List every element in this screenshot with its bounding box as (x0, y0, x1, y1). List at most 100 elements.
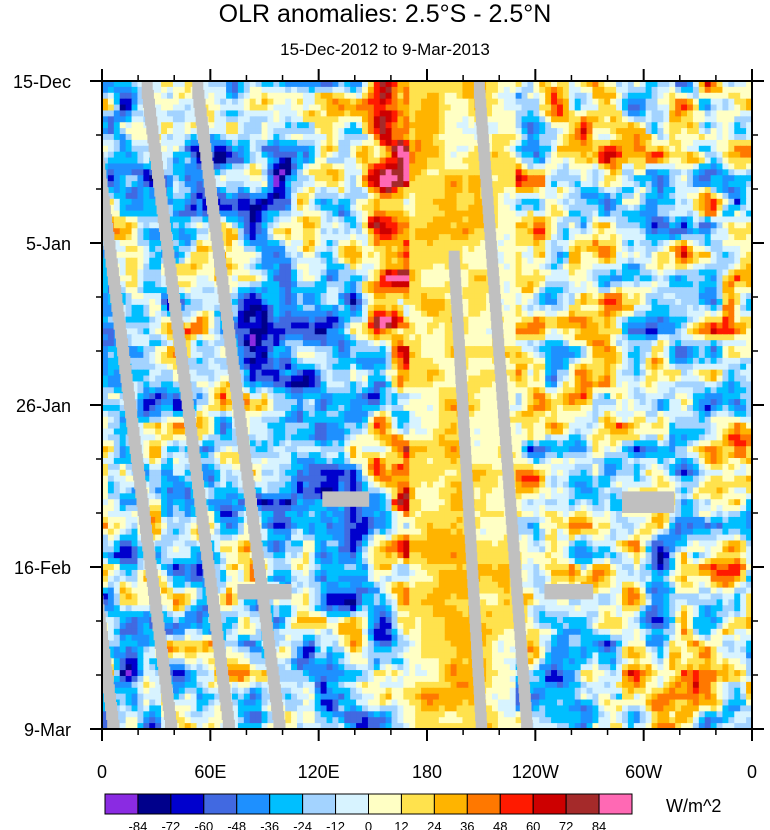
field-cell (125, 287, 133, 294)
field-cell (716, 122, 724, 129)
field-cell (362, 328, 369, 335)
field-cell (716, 163, 724, 170)
field-cell (143, 204, 150, 212)
field-cell (415, 240, 422, 247)
field-cell (149, 322, 156, 330)
field-cell (167, 328, 174, 335)
field-cell (509, 151, 517, 159)
field-cell (332, 92, 339, 100)
field-cell (710, 228, 718, 235)
field-cell (592, 86, 599, 94)
field-cell (616, 228, 623, 235)
field-cell (746, 334, 752, 341)
field-cell (249, 181, 257, 188)
field-cell (527, 81, 534, 88)
field-cell (622, 334, 629, 341)
field-cell (302, 316, 310, 324)
field-cell (509, 275, 517, 282)
field-cell (261, 204, 269, 212)
field-cell (698, 334, 706, 341)
field-cell (474, 234, 481, 241)
field-cell (397, 340, 404, 347)
field-cell (551, 204, 558, 212)
field-cell (285, 222, 292, 229)
field-cell (568, 175, 576, 182)
field-cell (645, 92, 653, 100)
field-cell (427, 245, 434, 253)
field-cell (403, 269, 410, 276)
field-cell (362, 81, 369, 88)
field-cell (131, 134, 139, 141)
field-cell (113, 104, 121, 112)
field-cell (397, 163, 404, 170)
field-cell (515, 198, 523, 206)
field-cell (367, 92, 375, 100)
field-cell (297, 304, 304, 312)
field-cell (161, 293, 168, 300)
field-cell (178, 157, 186, 165)
field-cell (539, 151, 546, 159)
field-cell (320, 86, 328, 94)
field-cell (692, 204, 700, 212)
field-cell (651, 204, 659, 212)
field-cell (657, 251, 664, 259)
field-cell (338, 122, 345, 129)
field-cell (633, 257, 641, 265)
field-cell (155, 104, 162, 112)
field-cell (474, 293, 481, 300)
field-cell (326, 304, 334, 312)
field-cell (267, 81, 274, 88)
field-cell (326, 163, 334, 170)
field-cell (291, 263, 298, 271)
field-cell (385, 145, 393, 153)
field-cell (409, 110, 416, 117)
field-cell (237, 293, 245, 300)
field-cell (450, 198, 458, 206)
field-cell (627, 222, 635, 229)
field-cell (551, 263, 558, 271)
field-cell (302, 269, 310, 276)
field-cell (249, 122, 257, 129)
field-cell (403, 251, 410, 259)
field-cell (681, 110, 688, 117)
field-cell (734, 122, 741, 129)
field-cell (143, 257, 150, 265)
field-cell (580, 187, 588, 194)
field-cell (427, 104, 434, 112)
field-cell (421, 86, 428, 94)
field-cell (462, 104, 469, 112)
field-cell (308, 275, 316, 282)
field-cell (639, 298, 647, 306)
field-cell (379, 310, 387, 318)
field-cell (539, 251, 546, 259)
field-cell (178, 163, 186, 170)
field-cell (149, 251, 156, 259)
field-cell (710, 104, 718, 112)
field-cell (373, 304, 381, 312)
field-cell (143, 222, 150, 229)
field-cell (533, 281, 540, 288)
field-cell (497, 251, 505, 259)
field-cell (308, 134, 316, 141)
field-cell (468, 257, 475, 265)
field-cell (580, 216, 588, 223)
field-cell (604, 228, 611, 235)
field-cell (344, 110, 351, 117)
field-cell (125, 334, 133, 341)
field-cell (220, 169, 227, 176)
field-cell (710, 139, 718, 147)
field-cell (633, 116, 641, 123)
field-cell (391, 157, 399, 165)
field-cell (651, 234, 659, 241)
field-cell (651, 98, 659, 106)
field-cell (297, 322, 304, 330)
field-cell (338, 275, 345, 282)
field-cell (143, 169, 150, 176)
field-cell (462, 81, 469, 88)
field-cell (403, 163, 410, 170)
field-cell (663, 128, 670, 135)
field-cell (728, 281, 735, 288)
field-cell (267, 157, 274, 165)
field-cell (373, 310, 381, 318)
field-cell (598, 228, 605, 235)
